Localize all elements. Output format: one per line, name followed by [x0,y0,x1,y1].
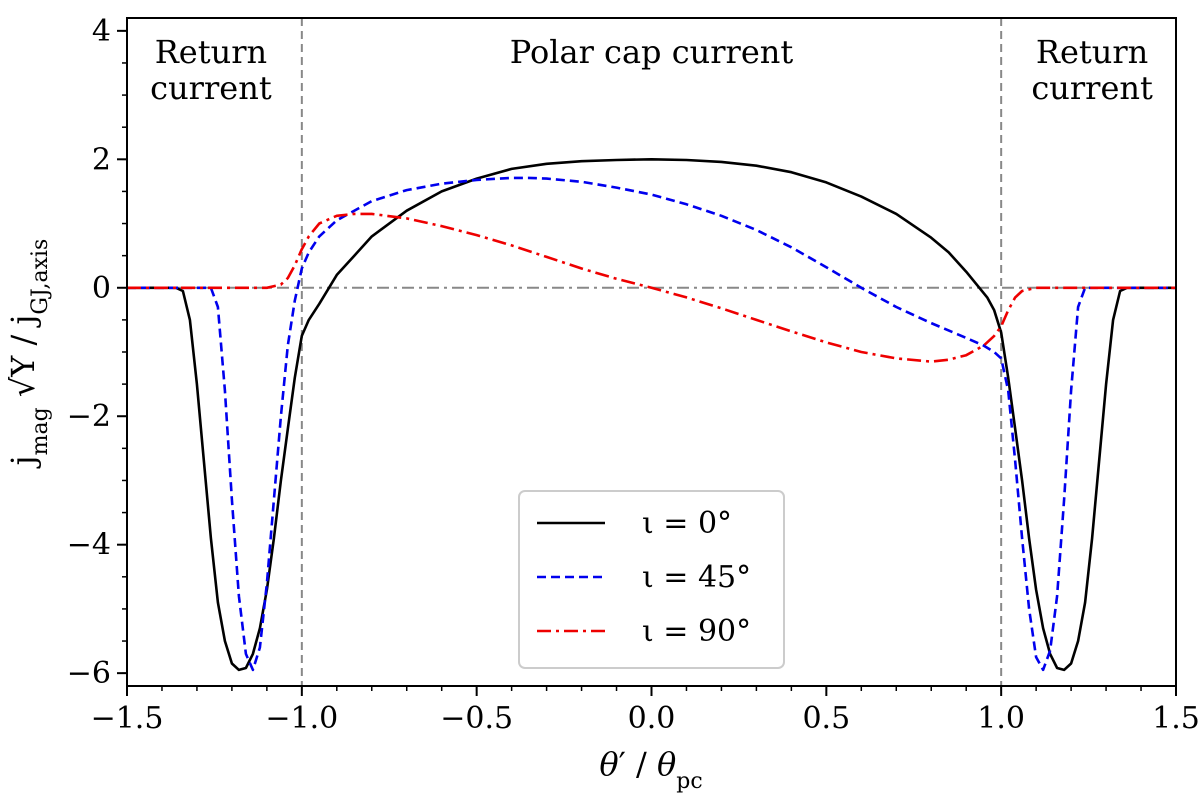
legend-entry-2: ι = 90° [537,614,751,649]
annotation-1: Polar cap current [510,33,794,71]
legend-label: ι = 90° [642,614,751,649]
x-tick-label: 0.5 [802,701,850,736]
x-tick-label: 1.5 [1152,701,1200,736]
series-layer [127,158,1176,672]
x-tick-label: 1.0 [977,701,1025,736]
annotations: Return current Polar cap current Return curr… [150,33,1153,107]
legend-entry-0: ι = 0° [537,506,732,541]
series-line-2 [127,212,1176,363]
y-axis-title: jmag √Υ / jGJ,axis [4,239,53,470]
x-tick-label: −1.5 [91,701,164,736]
legend-label: ι = 0° [642,506,732,541]
y-tick-label: −2 [67,399,111,434]
x-tick-label: 0.0 [628,701,676,736]
annotation-0: Return current [150,33,272,107]
ticks: −1.5 −1.0 −0.5 0.0 0.5 1.0 1.5 −6 −4 −2 0 2 4 [67,14,1200,736]
x-tick-label: −1.0 [265,701,338,736]
y-tick-label: 4 [92,14,111,49]
y-tick-label: 2 [92,142,111,177]
y-tick-label: 0 [92,271,111,306]
y-tick-label: −4 [67,528,111,563]
y-tick-label: −6 [67,656,111,691]
reference-lines [127,18,1176,686]
legend-entry-1: ι = 45° [537,560,751,595]
legend-box [518,490,785,669]
series-line-1 [127,176,1176,672]
x-tick-label: −0.5 [440,701,513,736]
legend: ι = 0° ι = 45° ι = 90° [518,490,785,669]
series-line-0 [127,158,1176,672]
annotation-2: Return current [1031,33,1153,107]
x-axis-title: θ′ / θpc [599,745,702,794]
legend-label: ι = 45° [642,560,751,595]
